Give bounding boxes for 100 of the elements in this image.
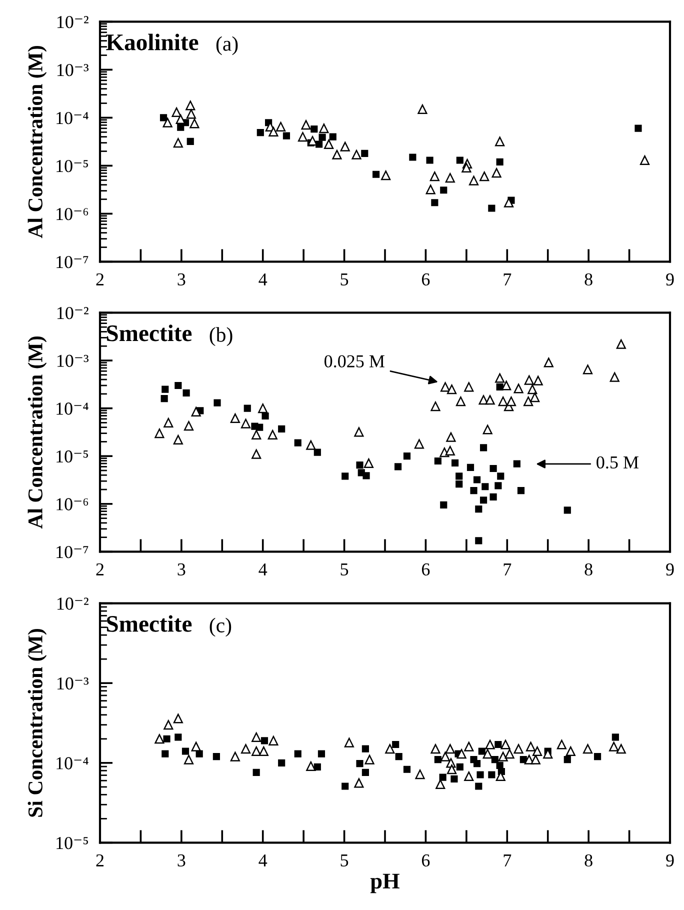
point [329, 133, 336, 140]
point [494, 740, 502, 748]
y-tick-label: 10⁻² [57, 306, 88, 320]
point [450, 775, 458, 782]
point [468, 176, 479, 186]
point [440, 752, 450, 762]
x-tick-label: 2 [96, 854, 104, 866]
point [440, 382, 450, 392]
point [164, 720, 174, 730]
point [191, 406, 201, 416]
point [186, 100, 196, 110]
point [362, 745, 369, 752]
y-tick-label: 10⁻⁵ [56, 836, 88, 850]
x-tick-label: 7 [504, 564, 512, 576]
point [268, 126, 278, 137]
point [282, 132, 290, 140]
point [528, 384, 538, 394]
point [492, 168, 502, 178]
point [162, 386, 169, 393]
y-tick-label: 10⁻⁴ [56, 112, 88, 124]
point [361, 150, 368, 157]
point [362, 472, 370, 480]
point [526, 742, 536, 752]
point [497, 472, 504, 480]
point [403, 452, 411, 460]
point [162, 118, 172, 128]
annotation: 0.5 M [596, 456, 639, 469]
point [430, 402, 440, 412]
point [318, 134, 326, 141]
y-tick-label: 10⁻⁵ [56, 160, 88, 172]
point [182, 389, 190, 396]
chart-title: Smectite [106, 615, 192, 632]
x-tick-label: 8 [584, 273, 592, 286]
point [456, 396, 466, 406]
point [174, 734, 182, 741]
point [544, 358, 554, 368]
point [490, 493, 497, 500]
point [240, 418, 251, 428]
point [434, 756, 442, 764]
point [495, 373, 505, 383]
point [230, 752, 240, 762]
point [514, 384, 524, 394]
y-tick-label: 10⁻⁶ [56, 208, 88, 220]
point [418, 104, 428, 114]
point [256, 424, 264, 431]
point [294, 750, 302, 758]
point [319, 124, 329, 134]
point [434, 457, 442, 465]
point [356, 760, 364, 768]
point [262, 412, 269, 420]
point [191, 742, 201, 752]
point [456, 763, 464, 770]
point [172, 107, 182, 118]
y-tick-label: 10⁻⁵ [56, 450, 88, 463]
point [485, 740, 495, 750]
point [344, 738, 354, 748]
point [495, 136, 505, 146]
point [278, 759, 286, 766]
chart-title: Smectite [106, 324, 192, 342]
point [415, 769, 425, 780]
point [252, 746, 262, 756]
y-tick-label: 10⁻³ [57, 64, 89, 76]
point [196, 750, 203, 758]
x-tick-label: 6 [422, 854, 430, 867]
point [314, 763, 321, 770]
x-tick-label: 8 [584, 563, 592, 576]
point [482, 483, 489, 490]
point [532, 746, 542, 756]
point [616, 744, 626, 754]
point [462, 162, 472, 172]
x-tick-label: 7 [504, 854, 512, 866]
point [478, 748, 486, 755]
point [556, 740, 566, 750]
point [436, 779, 446, 790]
point [456, 156, 464, 164]
y-axis-title: Al Concentration (M) [28, 336, 47, 529]
point [480, 444, 488, 452]
point [342, 782, 349, 790]
x-tick-label: 5 [340, 274, 348, 286]
y-tick-label: 10⁻³ [57, 677, 89, 690]
point [372, 170, 380, 178]
point [473, 760, 481, 768]
point [252, 449, 262, 459]
point [456, 472, 463, 480]
point [430, 744, 440, 754]
point [252, 430, 262, 440]
point [160, 114, 168, 122]
point [480, 172, 490, 182]
point [308, 136, 318, 146]
point [184, 421, 194, 431]
point [314, 448, 321, 456]
x-tick-label: 3 [178, 854, 186, 867]
x-tick-label: 3 [178, 563, 186, 576]
point [403, 766, 411, 773]
point [276, 122, 286, 132]
point [318, 750, 326, 758]
point [426, 156, 434, 164]
x-tick-label: 5 [340, 564, 348, 576]
point [230, 413, 240, 424]
chart-title: Kaolinite [106, 34, 198, 50]
